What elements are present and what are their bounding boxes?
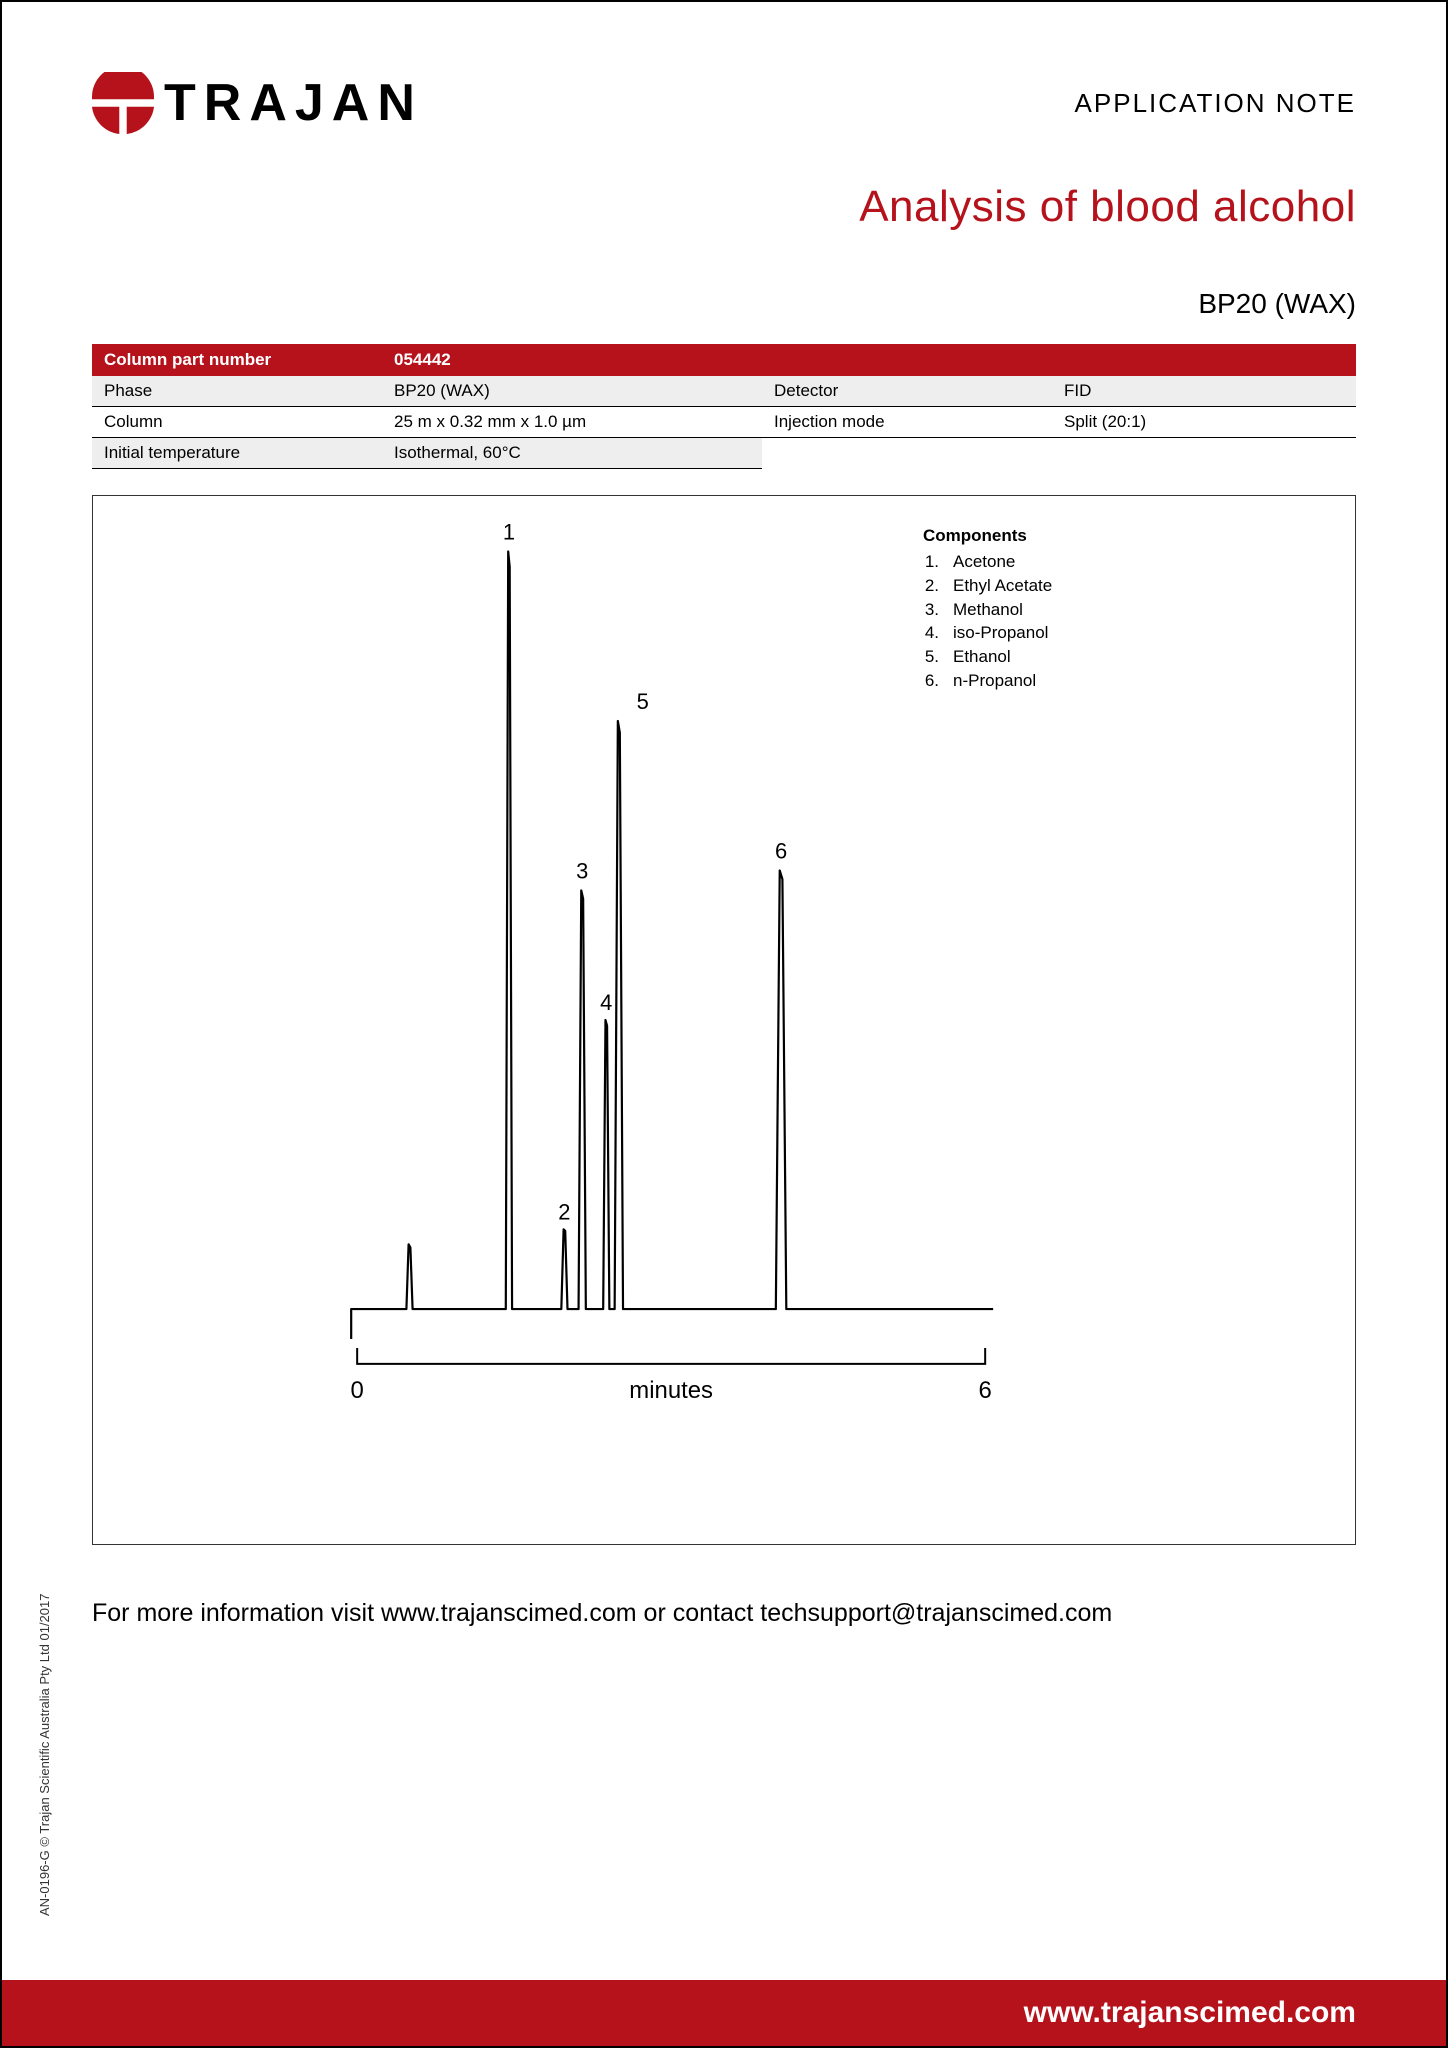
page-title: Analysis of blood alcohol — [92, 182, 1356, 232]
footer-bar: www.trajanscimed.com — [2, 1980, 1446, 2046]
parameters-table: Column part number 054442 PhaseBP20 (WAX… — [92, 344, 1356, 469]
table-row: Initial temperatureIsothermal, 60°C — [92, 438, 762, 469]
legend-item: 2.Ethyl Acetate — [923, 574, 1052, 598]
table-cell: Split (20:1) — [1064, 412, 1344, 432]
table-cell: BP20 (WAX) — [394, 381, 774, 401]
legend-item: 4.iso-Propanol — [923, 621, 1052, 645]
svg-text:3: 3 — [576, 858, 588, 883]
legend-title: Components — [923, 526, 1052, 546]
more-info-text: For more information visit www.trajansci… — [92, 1599, 1356, 1628]
table-cell: FID — [1064, 381, 1344, 401]
table-header-row: Column part number 054442 — [92, 344, 1356, 376]
svg-text:1: 1 — [503, 520, 515, 545]
components-legend: Components 1.Acetone2.Ethyl Acetate3.Met… — [923, 526, 1052, 693]
document-type: APPLICATION NOTE — [1075, 88, 1356, 119]
svg-text:6: 6 — [979, 1377, 992, 1404]
table-header-value: 054442 — [394, 350, 774, 370]
chromatogram-chart: 1 2 3 4 5 6 0 6 minutes — [93, 496, 1355, 1544]
legend-item: 6.n-Propanol — [923, 669, 1052, 693]
table-cell: Injection mode — [774, 412, 1064, 432]
svg-text:5: 5 — [637, 689, 649, 714]
logo-icon — [92, 72, 154, 134]
svg-text:4: 4 — [600, 990, 612, 1015]
legend-item: 3.Methanol — [923, 598, 1052, 622]
header-row: TRAJAN APPLICATION NOTE — [92, 72, 1356, 134]
legend-item: 5.Ethanol — [923, 645, 1052, 669]
table-row: PhaseBP20 (WAX)DetectorFID — [92, 376, 1356, 407]
table-cell: Column — [104, 412, 394, 432]
content-area: TRAJAN APPLICATION NOTE Analysis of bloo… — [92, 72, 1356, 1628]
legend-list: 1.Acetone2.Ethyl Acetate3.Methanol4.iso-… — [923, 550, 1052, 693]
legend-item: 1.Acetone — [923, 550, 1052, 574]
chromatogram-box: 1 2 3 4 5 6 0 6 minutes Components 1.Acetone2.Et… — [92, 495, 1356, 1545]
svg-text:6: 6 — [775, 839, 787, 864]
table-cell: Isothermal, 60°C — [394, 443, 774, 463]
svg-text:2: 2 — [558, 1199, 570, 1224]
page-subtitle: BP20 (WAX) — [92, 288, 1356, 320]
table-cell: 25 m x 0.32 mm x 1.0 µm — [394, 412, 774, 432]
document-reference: AN-0196-G © Trajan Scientific Australia … — [37, 1594, 52, 1916]
table-cell: Detector — [774, 381, 1064, 401]
table-header-label: Column part number — [104, 350, 394, 370]
footer-url: www.trajanscimed.com — [1024, 1996, 1356, 2030]
table-cell: Initial temperature — [104, 443, 394, 463]
brand-name: TRAJAN — [164, 73, 423, 133]
brand-logo: TRAJAN — [92, 72, 423, 134]
table-row: Column25 m x 0.32 mm x 1.0 µmInjection m… — [92, 407, 1356, 438]
svg-text:minutes: minutes — [629, 1377, 713, 1404]
table-cell: Phase — [104, 381, 394, 401]
svg-text:0: 0 — [351, 1377, 364, 1404]
page: TRAJAN APPLICATION NOTE Analysis of bloo… — [0, 0, 1448, 2048]
